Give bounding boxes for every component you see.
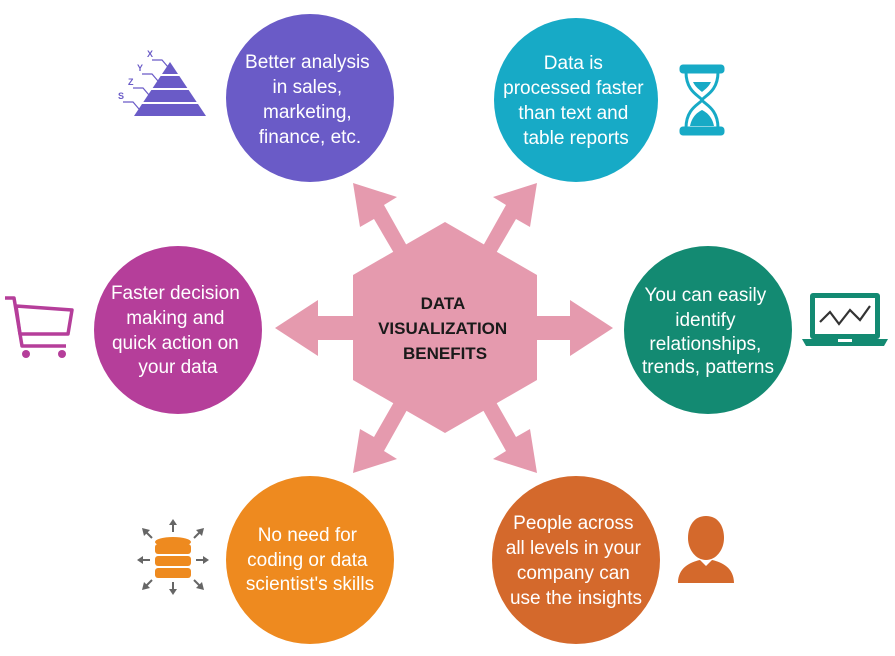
benefit-line: coding or data: [247, 550, 368, 571]
laptop-chart-icon: [802, 293, 888, 346]
benefit-text: People across all levels in your company…: [506, 513, 646, 609]
benefit-line: No need for: [258, 525, 358, 546]
benefit-circle: [226, 476, 394, 644]
benefit-insights: People across all levels in your company…: [492, 476, 660, 644]
center-title: DATA VISUALIZATION BENEFITS: [378, 294, 512, 363]
pyramid-letter: Y: [137, 63, 143, 73]
arrows: [275, 183, 613, 473]
benefit-line: marketing,: [263, 102, 352, 123]
benefit-circle: [624, 246, 792, 414]
benefit-circle: [94, 246, 262, 414]
center-title-line: BENEFITS: [403, 344, 487, 363]
benefit-line: Better analysis: [245, 52, 370, 73]
benefit-line: making and: [126, 308, 224, 329]
arrow-down-right: [475, 395, 537, 473]
benefit-line: finance, etc.: [259, 127, 361, 148]
benefit-decision: Faster decision making and quick action …: [94, 246, 262, 414]
benefit-line: Data is: [544, 53, 603, 74]
pyramid-letter: X: [147, 49, 153, 59]
benefit-line: People across: [513, 513, 633, 534]
benefit-coding: No need for coding or data scientist's s…: [226, 476, 394, 644]
benefit-line: identify: [675, 310, 736, 331]
benefit-line: trends, patterns: [642, 357, 774, 378]
benefit-line: You can easily: [644, 285, 766, 306]
benefit-line: your data: [138, 357, 218, 378]
benefit-text: Data is processed faster than text and t…: [503, 53, 649, 149]
benefit-line: scientist's skills: [246, 574, 374, 595]
benefit-patterns: You can easily identify relationships, t…: [624, 246, 792, 414]
arrow-up-left: [353, 183, 415, 260]
benefit-circle: [492, 476, 660, 644]
benefit-circle: [226, 14, 394, 182]
benefit-line: use the insights: [510, 588, 642, 609]
benefit-text: Better analysis in sales, marketing, fin…: [245, 52, 375, 148]
database-icon: [137, 519, 209, 595]
arrow-left: [275, 300, 360, 356]
arrow-right: [530, 300, 613, 356]
benefit-line: Faster decision: [111, 283, 240, 304]
person-icon: [678, 516, 734, 583]
cart-icon: [5, 296, 74, 358]
benefit-text: You can easily identify relationships, t…: [642, 285, 774, 378]
benefit-line: company can: [517, 563, 630, 584]
benefit-line: all levels in your: [506, 538, 642, 559]
benefit-circle: [494, 18, 658, 182]
benefit-line: table reports: [523, 128, 629, 149]
arrow-up-right: [475, 183, 537, 260]
pyramid-icon: X Y Z S: [118, 49, 206, 116]
benefit-line: than text and: [518, 103, 628, 124]
pyramid-letter: S: [118, 91, 124, 101]
pyramid-letter: Z: [128, 77, 134, 87]
center-title-line: VISUALIZATION: [378, 319, 507, 338]
center-hexagon: [353, 222, 537, 433]
center-title-line: DATA: [421, 294, 465, 313]
arrow-down-left: [353, 395, 415, 473]
benefit-line: relationships,: [649, 334, 761, 355]
hourglass-icon: [679, 64, 725, 136]
benefit-line: quick action on: [112, 333, 239, 354]
benefit-line: in sales,: [273, 77, 343, 98]
benefit-text: Faster decision making and quick action …: [111, 283, 245, 378]
benefit-line: processed faster: [503, 78, 644, 99]
benefit-text: No need for coding or data scientist's s…: [246, 525, 374, 595]
benefit-analysis: Better analysis in sales, marketing, fin…: [226, 14, 394, 182]
benefit-faster: Data is processed faster than text and t…: [494, 18, 658, 182]
